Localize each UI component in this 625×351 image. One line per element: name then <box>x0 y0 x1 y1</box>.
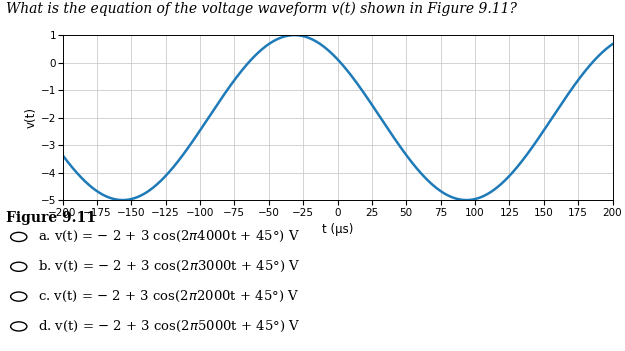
Text: a. v(t) = $-$ 2 + 3 cos(2$\pi$4000t + 45$\degree$) V: a. v(t) = $-$ 2 + 3 cos(2$\pi$4000t + 45… <box>38 229 299 245</box>
Text: What is the equation of the voltage waveform v(t) shown in Figure 9.11?: What is the equation of the voltage wave… <box>6 2 518 16</box>
Text: b. v(t) = $-$ 2 + 3 cos(2$\pi$3000t + 45$\degree$) V: b. v(t) = $-$ 2 + 3 cos(2$\pi$3000t + 45… <box>38 259 300 274</box>
Text: d. v(t) = $-$ 2 + 3 cos(2$\pi$5000t + 45$\degree$) V: d. v(t) = $-$ 2 + 3 cos(2$\pi$5000t + 45… <box>38 319 300 334</box>
Text: Figure 9.11: Figure 9.11 <box>6 211 96 225</box>
Y-axis label: v(t): v(t) <box>25 107 38 128</box>
X-axis label: t (μs): t (μs) <box>322 223 353 236</box>
Text: c. v(t) = $-$ 2 + 3 cos(2$\pi$2000t + 45$\degree$) V: c. v(t) = $-$ 2 + 3 cos(2$\pi$2000t + 45… <box>38 289 299 304</box>
